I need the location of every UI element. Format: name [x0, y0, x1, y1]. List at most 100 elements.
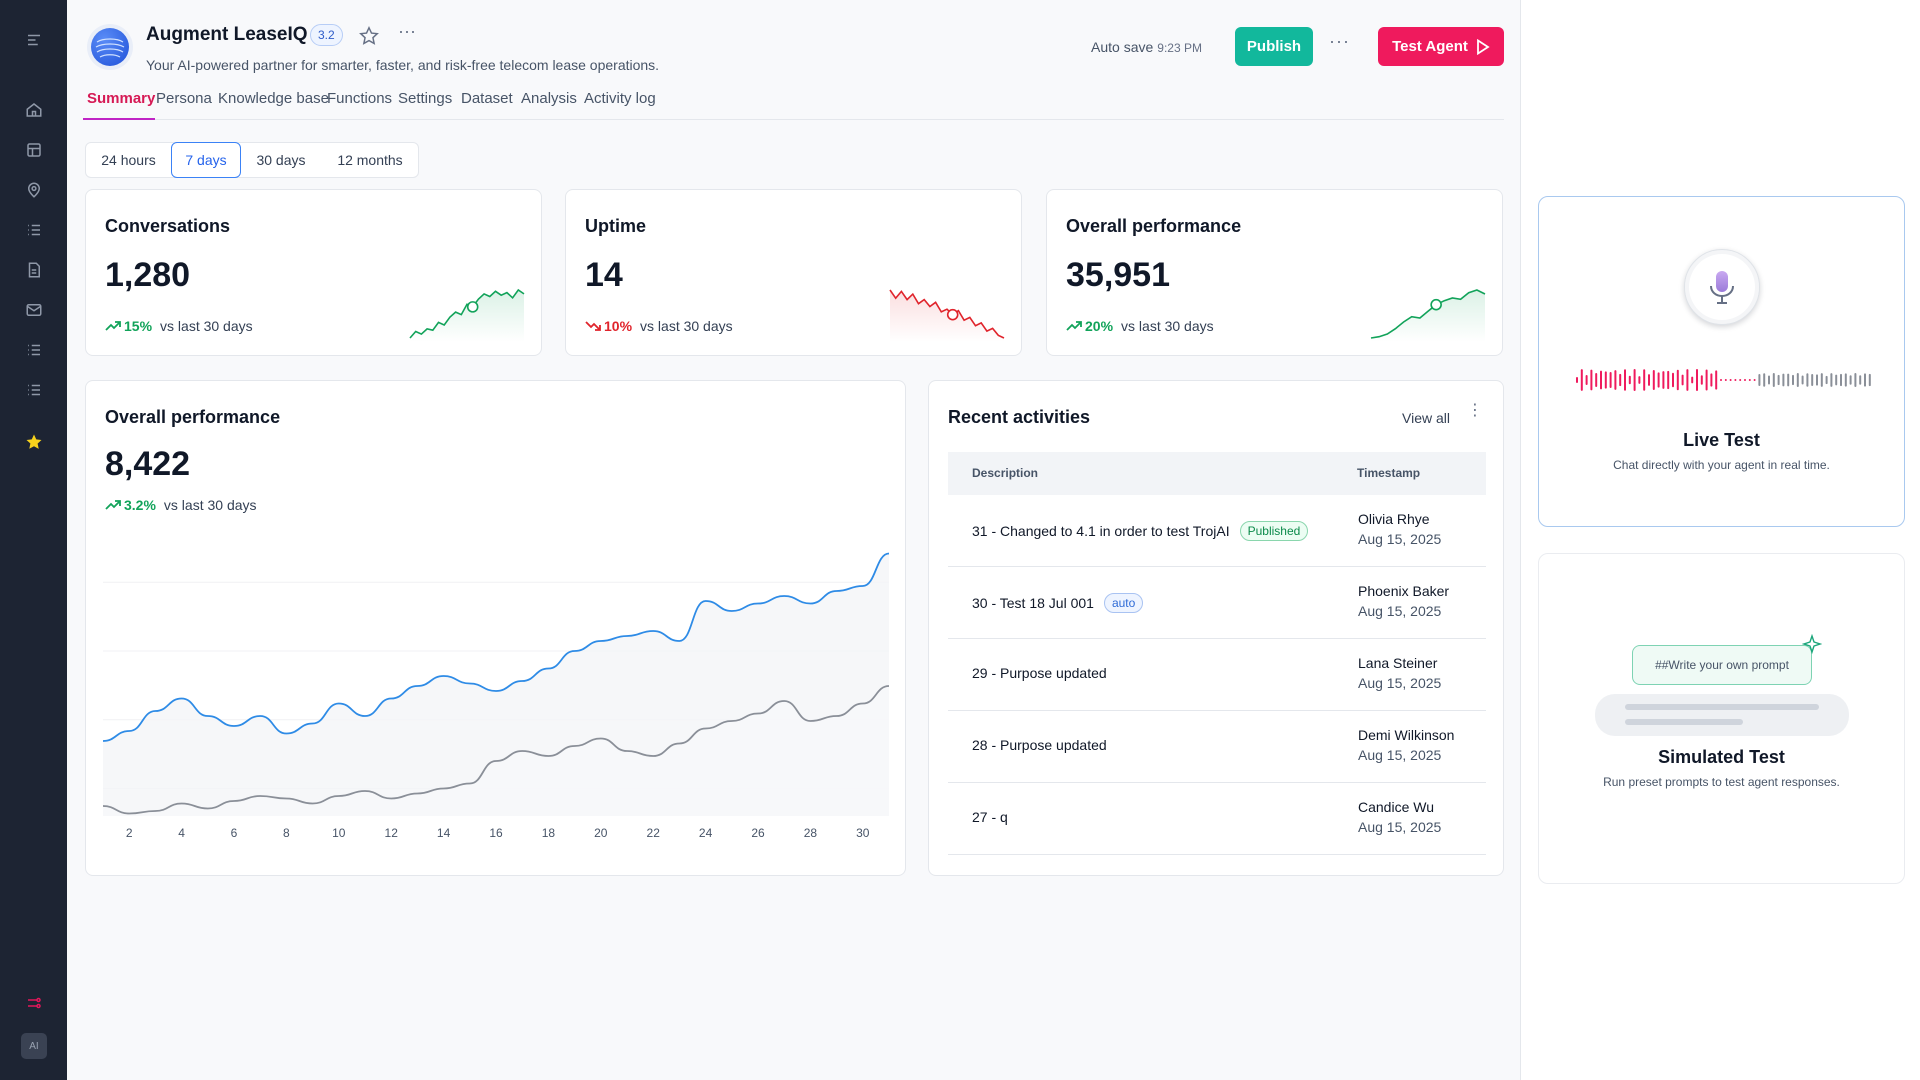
play-icon [1477, 38, 1490, 55]
activity-text: 27 - q [972, 809, 1008, 825]
range-12-months[interactable]: 12 months [337, 152, 403, 168]
activity-timestamp: Aug 15, 2025 [1358, 819, 1442, 835]
simulated-test-subtitle: Run preset prompts to test agent respons… [1603, 775, 1840, 789]
table-row[interactable]: 30 - Test 18 Jul 001 auto Phoenix Baker Aug… [948, 567, 1486, 639]
activity-description: 29 - Purpose updated [972, 665, 1107, 681]
waveform-bar [1720, 379, 1722, 381]
response-placeholder [1595, 694, 1849, 736]
waveform-bar [1763, 373, 1766, 387]
chart-delta-pct: 3.2% [105, 497, 156, 513]
microphone-icon[interactable] [1684, 249, 1760, 325]
location-pin-icon[interactable] [22, 178, 46, 202]
waveform-bar [1580, 369, 1583, 391]
series-line [102, 685, 890, 815]
waveform-bar [1691, 376, 1694, 384]
list-icon[interactable] [22, 338, 46, 362]
routing-icon[interactable] [22, 991, 46, 1015]
waveform-bar [1811, 374, 1814, 386]
tab-settings[interactable]: Settings [398, 90, 453, 107]
more-options-icon[interactable]: ··· [398, 21, 416, 41]
document-icon[interactable] [22, 258, 46, 282]
waveform-bar [1705, 369, 1708, 391]
main-content: Augment LeaseIQ 3.2 ··· Your AI-powered … [67, 0, 1520, 1080]
waveform-bar [1748, 379, 1751, 381]
waveform-bar [1806, 373, 1809, 387]
kpi-delta-text: 20% [1085, 318, 1114, 334]
series-line [102, 552, 890, 742]
table-row[interactable]: 27 - q Candice Wu Aug 15, 2025 [948, 783, 1486, 855]
layout-icon[interactable] [22, 138, 46, 162]
range-30-days[interactable]: 30 days [256, 152, 306, 168]
waveform-bar [1595, 373, 1598, 387]
performance-chart-card: Overall performance 8,422 3.2% vs last 3… [85, 380, 906, 876]
table-row[interactable]: 29 - Purpose updated Lana Steiner Aug 15, … [948, 639, 1486, 711]
list-alt-icon[interactable] [22, 378, 46, 402]
simulated-test-card[interactable]: ##Write your own prompt Simulated Test R… [1538, 553, 1905, 884]
simulated-test-title: Simulated Test [1658, 747, 1785, 767]
view-all-link[interactable]: View all [1402, 410, 1450, 426]
table-row[interactable]: 31 - Changed to 4.1 in order to test Tro… [948, 495, 1486, 567]
sparkline-area [410, 290, 524, 342]
waveform-bar [1744, 379, 1746, 381]
publish-button[interactable]: Publish [1235, 27, 1313, 66]
tab-activity-log[interactable]: Activity log [584, 90, 656, 107]
waveform-bar [1648, 374, 1650, 386]
menu-icon[interactable] [22, 28, 46, 52]
activity-text: 30 - Test 18 Jul 001 [972, 595, 1094, 611]
tab-functions[interactable]: Functions [327, 90, 393, 107]
table-row[interactable]: 28 - Purpose updated Demi Wilkinson Aug 15… [948, 711, 1486, 783]
series-area [103, 686, 889, 816]
waveform-bar [1868, 373, 1871, 387]
home-icon[interactable] [22, 98, 46, 122]
checklist-icon[interactable] [22, 218, 46, 242]
recent-activities-card: Recent activities View all ⋮ Description… [928, 380, 1504, 876]
sparkline-marker [946, 308, 959, 321]
tab-bar: Summary Persona Knowledge base Functions… [83, 86, 1504, 120]
performance-line-chart: 2 4 6 8 10 12 14 16 18 20 22 24 26 28 30 [102, 552, 890, 840]
range-24-hours[interactable]: 24 hours [101, 152, 156, 168]
test-agent-button[interactable]: Test Agent [1378, 27, 1504, 66]
kpi-delta-text: 15% [124, 318, 153, 334]
status-badge: Published [1239, 521, 1309, 541]
tab-summary[interactable]: Summary [87, 90, 156, 107]
waveform-bar [1619, 373, 1622, 387]
activities-more-icon[interactable]: ⋮ [1467, 402, 1483, 419]
waveform-bar [1844, 373, 1847, 387]
autosave-time: 9:23 PM [1157, 41, 1202, 55]
chart-delta-text: 3.2% [124, 497, 156, 513]
tab-analysis[interactable]: Analysis [521, 90, 577, 107]
waveform-bar [1643, 369, 1646, 391]
waveform-bar [1715, 370, 1718, 390]
favorite-star-icon[interactable] [358, 25, 380, 47]
activities-title: Recent activities [948, 407, 1091, 427]
placeholder-line [1625, 719, 1743, 725]
activity-timestamp: Aug 15, 2025 [1358, 603, 1442, 619]
tab-dataset[interactable]: Dataset [461, 90, 513, 107]
live-test-card[interactable]: Live Test Chat directly with your agent … [1538, 196, 1905, 527]
activity-text: 28 - Purpose updated [972, 737, 1107, 753]
mail-icon[interactable] [22, 298, 46, 322]
waveform-bar [1820, 373, 1823, 387]
tab-persona[interactable]: Persona [156, 90, 212, 107]
range-7-days[interactable]: 7 days [171, 142, 241, 178]
waveform-bar [1864, 373, 1866, 387]
tab-knowledge-base[interactable]: Knowledge base [218, 90, 329, 107]
kpi-card-conversations: Conversations 1,280 15% vs last 30 days [85, 189, 542, 356]
waveform-bar [1729, 379, 1732, 381]
waveform-bar [1576, 377, 1578, 383]
header-more-icon[interactable]: ··· [1329, 31, 1350, 51]
waveform-bar [1772, 373, 1775, 387]
chart-card-value: 8,422 [105, 445, 191, 483]
activity-timestamp: Aug 15, 2025 [1358, 675, 1442, 691]
kpi-delta-pct: 10% [585, 318, 632, 334]
avatar[interactable]: AI [21, 1033, 47, 1059]
kpi-delta: 10% vs last 30 days [585, 318, 733, 334]
waveform-bar [1758, 374, 1761, 386]
star-icon[interactable] [22, 430, 46, 454]
chart-vs-text: vs last 30 days [163, 497, 257, 513]
uptime-sparkline [889, 289, 1005, 342]
waveform-bar [1628, 375, 1631, 385]
kpi-vs-text: vs last 30 days [160, 318, 253, 334]
version-badge: 3.2 [310, 24, 343, 46]
waveform-bar [1787, 373, 1790, 387]
